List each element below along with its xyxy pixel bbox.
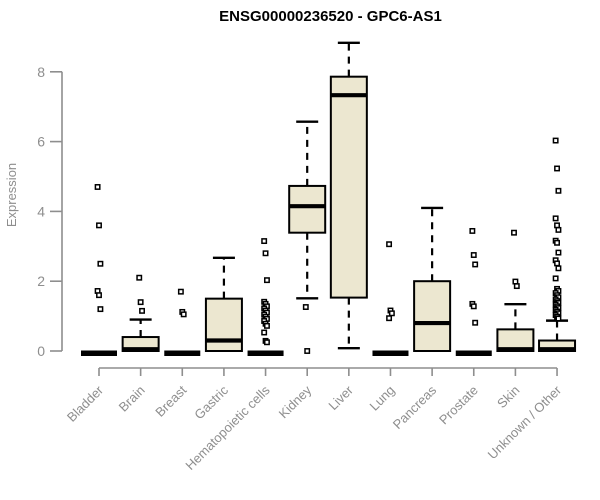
flat-box — [372, 350, 409, 356]
flat-box — [164, 350, 201, 356]
outlier-point — [555, 187, 562, 194]
x-category-label: Brain — [116, 383, 148, 415]
outlier-point — [555, 226, 562, 233]
outlier-point — [552, 275, 559, 282]
outlier-point — [513, 283, 520, 290]
box — [413, 280, 452, 353]
x-category-label: Breast — [152, 382, 189, 419]
outlier-point — [472, 319, 479, 326]
outlier-point — [554, 239, 560, 246]
outlier-point — [555, 265, 562, 272]
outlier-point — [136, 274, 143, 281]
outlier-point — [302, 304, 309, 310]
x-category-label: Lung — [367, 383, 398, 414]
x-category-label: Pancreas — [390, 382, 440, 432]
outlier-point — [472, 261, 479, 268]
outlier-point — [555, 249, 562, 256]
x-category-label: Skin — [494, 383, 522, 411]
outlier-point — [511, 229, 517, 236]
box — [204, 297, 243, 352]
x-category-label: Gastric — [191, 382, 231, 422]
outlier-point — [97, 306, 104, 313]
outlier-point — [264, 322, 270, 329]
flat-box — [81, 350, 117, 356]
y-tick-label: 8 — [37, 64, 45, 80]
outlier-point — [386, 315, 393, 322]
outlier-point — [180, 311, 187, 318]
outlier-point — [94, 184, 101, 190]
y-axis-title: Expression — [4, 163, 19, 227]
outlier-point — [97, 260, 104, 267]
outlier-point — [139, 307, 145, 314]
outlier-point — [304, 348, 311, 354]
outlier-point — [264, 339, 270, 346]
y-tick-label: 6 — [37, 134, 45, 150]
y-tick-label: 2 — [37, 273, 45, 289]
box — [329, 75, 368, 299]
outlier-point — [261, 238, 268, 245]
outlier-point — [470, 252, 477, 258]
chart-title: ENSG00000236520 - GPC6-AS1 — [219, 8, 442, 25]
box — [288, 184, 327, 234]
outlier-point — [96, 222, 102, 229]
outlier-point — [554, 260, 560, 267]
x-category-label: Unknown / Other — [485, 382, 565, 462]
outlier-point — [469, 227, 476, 234]
outlier-point — [555, 315, 562, 322]
outlier-point — [137, 299, 144, 306]
flat-box — [247, 350, 284, 356]
flat-box — [455, 350, 492, 356]
x-category-label: Bladder — [64, 382, 107, 425]
outlier-point — [261, 329, 268, 336]
outlier-point — [554, 165, 560, 172]
x-category-label: Kidney — [276, 382, 315, 421]
x-category-label: Liver — [325, 382, 356, 413]
outlier-point — [262, 250, 269, 257]
outlier-point — [177, 288, 184, 295]
outlier-point — [470, 303, 477, 310]
outlier-point — [554, 222, 560, 229]
y-tick-label: 0 — [37, 343, 45, 359]
outlier-point — [552, 215, 559, 222]
x-category-label: Prostate — [436, 383, 481, 428]
outlier-point — [512, 278, 519, 285]
outlier-point — [552, 137, 559, 144]
outlier-point — [388, 310, 395, 317]
outlier-point — [264, 277, 270, 284]
y-tick-label: 4 — [37, 203, 45, 219]
outlier-point — [386, 241, 393, 248]
outlier-point — [96, 292, 102, 299]
